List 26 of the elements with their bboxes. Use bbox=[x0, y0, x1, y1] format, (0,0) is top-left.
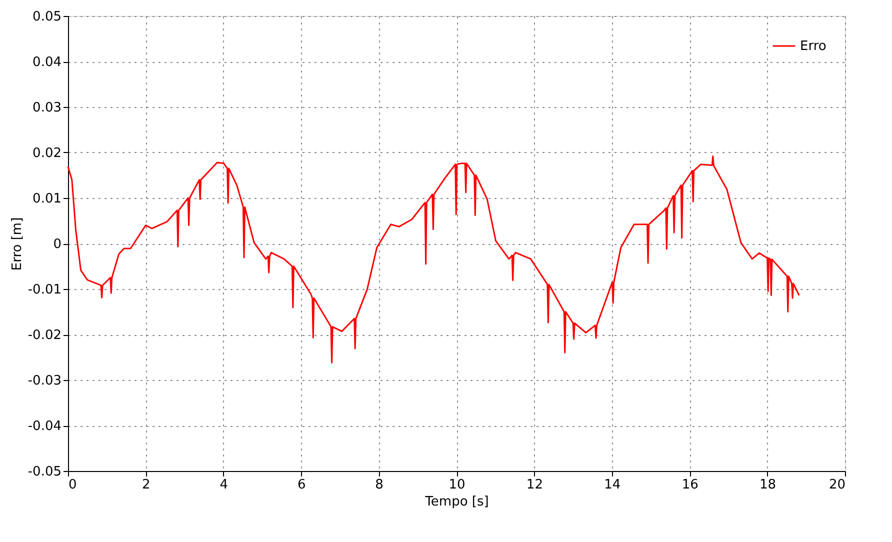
y-axis-title: Erro [m] bbox=[10, 217, 25, 271]
line-series bbox=[67, 155, 800, 364]
y-tick-label: 0.05 bbox=[32, 10, 62, 24]
x-tick-label: 10 bbox=[448, 478, 466, 492]
x-tick-label: 6 bbox=[297, 478, 306, 492]
x-tick-label: 0 bbox=[68, 478, 77, 492]
y-tick-label: -0.01 bbox=[28, 282, 62, 298]
y-tick-label: -0.02 bbox=[28, 328, 62, 343]
x-tick-label: 2 bbox=[142, 478, 150, 492]
x-tick-label: 4 bbox=[220, 478, 228, 492]
x-axis-title: Tempo [s] bbox=[424, 494, 489, 510]
y-tick-label: -0.05 bbox=[28, 464, 62, 480]
y-tick-label: 0.02 bbox=[32, 146, 62, 161]
y-tick-label: 0.03 bbox=[32, 100, 62, 116]
x-tick-label: 8 bbox=[375, 478, 384, 492]
x-tick-label: 18 bbox=[760, 478, 776, 492]
x-tick-label: 20 bbox=[828, 478, 846, 492]
x-tick-label: 16 bbox=[682, 478, 698, 492]
y-tick-label: 0.04 bbox=[32, 55, 62, 70]
y-tick-label: -0.04 bbox=[28, 419, 62, 434]
legend-label: Erro bbox=[800, 39, 826, 54]
x-tick-label: 14 bbox=[604, 478, 621, 492]
y-tick-label: 0.01 bbox=[32, 192, 62, 206]
y-tick-label: -0.03 bbox=[28, 374, 62, 388]
x-tick-label: 12 bbox=[526, 478, 543, 492]
y-tick-label: 0 bbox=[53, 237, 62, 252]
